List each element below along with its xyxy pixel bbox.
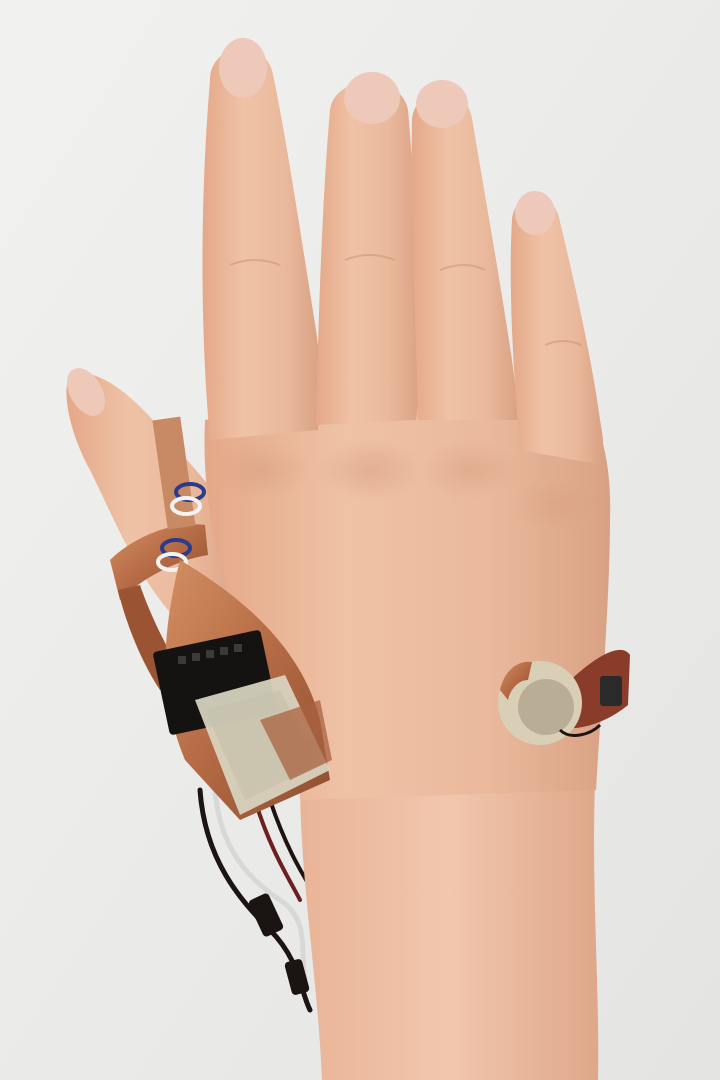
index-finger xyxy=(202,48,320,440)
middle-finger xyxy=(316,81,420,426)
forearm xyxy=(300,760,599,1080)
sensor-disc-inner xyxy=(518,679,574,735)
pin-header xyxy=(178,644,242,664)
ring-finger xyxy=(411,92,518,420)
little-nail xyxy=(515,191,555,235)
knuckle-shading xyxy=(214,254,595,533)
electronics-module xyxy=(153,560,332,820)
index-nail xyxy=(219,38,267,98)
little-finger xyxy=(510,197,604,465)
dangling-wires xyxy=(197,787,314,1013)
ring-nail xyxy=(416,80,468,128)
wrist-sensor xyxy=(498,649,630,745)
middle-nail xyxy=(344,72,400,124)
thumb-nail xyxy=(67,368,105,416)
